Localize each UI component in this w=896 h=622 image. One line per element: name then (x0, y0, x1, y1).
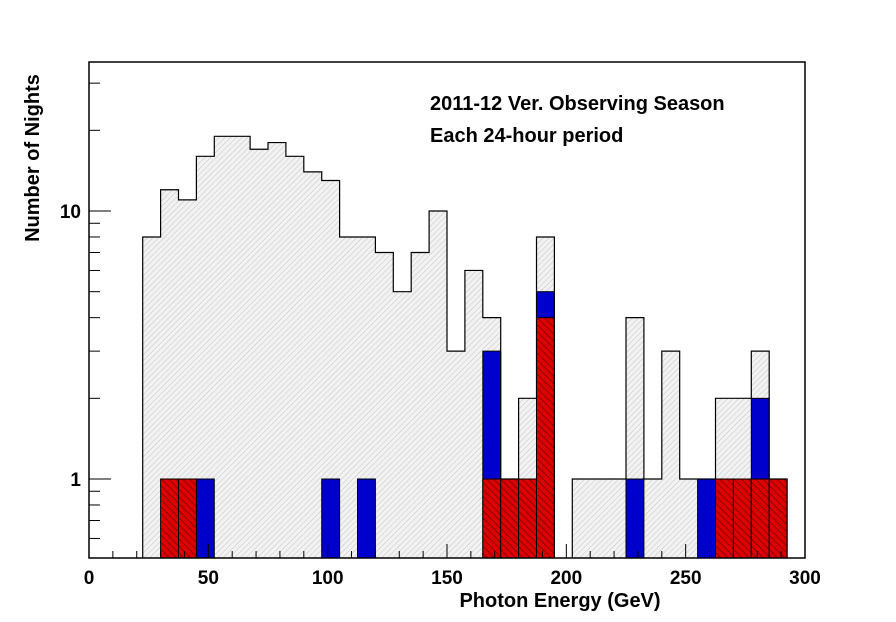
red-bar-1 (178, 478, 197, 558)
gray-bar-4 (214, 136, 233, 558)
annotation-season: 2011-12 Ver. Observing Season (430, 93, 725, 115)
gray-bar-16 (429, 211, 447, 558)
blue-bar-0 (195, 478, 215, 558)
gray-bar-10 (321, 180, 340, 558)
x-tick-label: 100 (312, 568, 344, 589)
red-series (160, 317, 788, 558)
blue-bar-5 (625, 478, 645, 558)
gray-bar-18 (464, 270, 483, 558)
x-tick-label: 300 (789, 568, 821, 589)
red-bar-2 (482, 478, 502, 558)
red-bar-3 (500, 478, 520, 558)
y-axis-title: Number of Nights (22, 74, 44, 242)
x-tick-label: 200 (550, 568, 582, 589)
gray-bar-2 (178, 199, 197, 558)
gray-bar-7 (268, 142, 286, 558)
red-bar-8 (750, 478, 770, 558)
gray-bar-25 (590, 479, 609, 558)
y-tick-label: 1 (70, 470, 81, 491)
red-bar-6 (715, 478, 734, 558)
annotation-period: Each 24-hour period (430, 125, 623, 147)
gray-bar-29 (661, 351, 680, 558)
gray-bar-8 (285, 156, 304, 558)
red-bar-4 (518, 478, 537, 558)
x-tick-label: 50 (198, 568, 219, 589)
gray-series-outline (142, 135, 788, 558)
gray-bar-9 (303, 171, 322, 558)
x-tick-label: 0 (84, 568, 95, 589)
gray-bar-11 (339, 236, 358, 558)
red-bar-5 (536, 317, 555, 558)
red-bar-9 (768, 478, 788, 558)
blue-bar-6 (697, 478, 716, 558)
y-axis-ticks: 1 10 (60, 82, 111, 539)
x-axis-ticks: 0 50 100 150 200 250 300 (84, 544, 821, 589)
gray-bar-14 (393, 291, 412, 558)
red-bar-7 (732, 478, 752, 558)
gray-step-outline (142, 135, 788, 558)
blue-bar-1 (321, 478, 341, 558)
gray-bar-3 (196, 156, 215, 558)
blue-bar-2 (357, 478, 376, 558)
gray-bar-17 (447, 351, 465, 558)
gray-bar-13 (375, 252, 394, 558)
x-axis-title: Photon Energy (GeV) (459, 590, 660, 612)
x-tick-label: 150 (431, 568, 463, 589)
gray-bar-6 (250, 149, 268, 558)
gray-bar-1 (160, 189, 179, 558)
gray-bar-26 (608, 479, 626, 558)
x-tick-label: 250 (670, 568, 702, 589)
gray-bar-24 (572, 479, 591, 558)
gray-bar-5 (232, 136, 251, 558)
gray-bar-28 (643, 479, 662, 558)
gray-bar-12 (357, 236, 376, 558)
y-tick-label: 10 (60, 202, 81, 223)
gray-bar-0 (142, 236, 161, 558)
red-bar-0 (160, 478, 180, 558)
gray-bar-30 (679, 479, 698, 558)
gray-bar-15 (411, 252, 430, 558)
